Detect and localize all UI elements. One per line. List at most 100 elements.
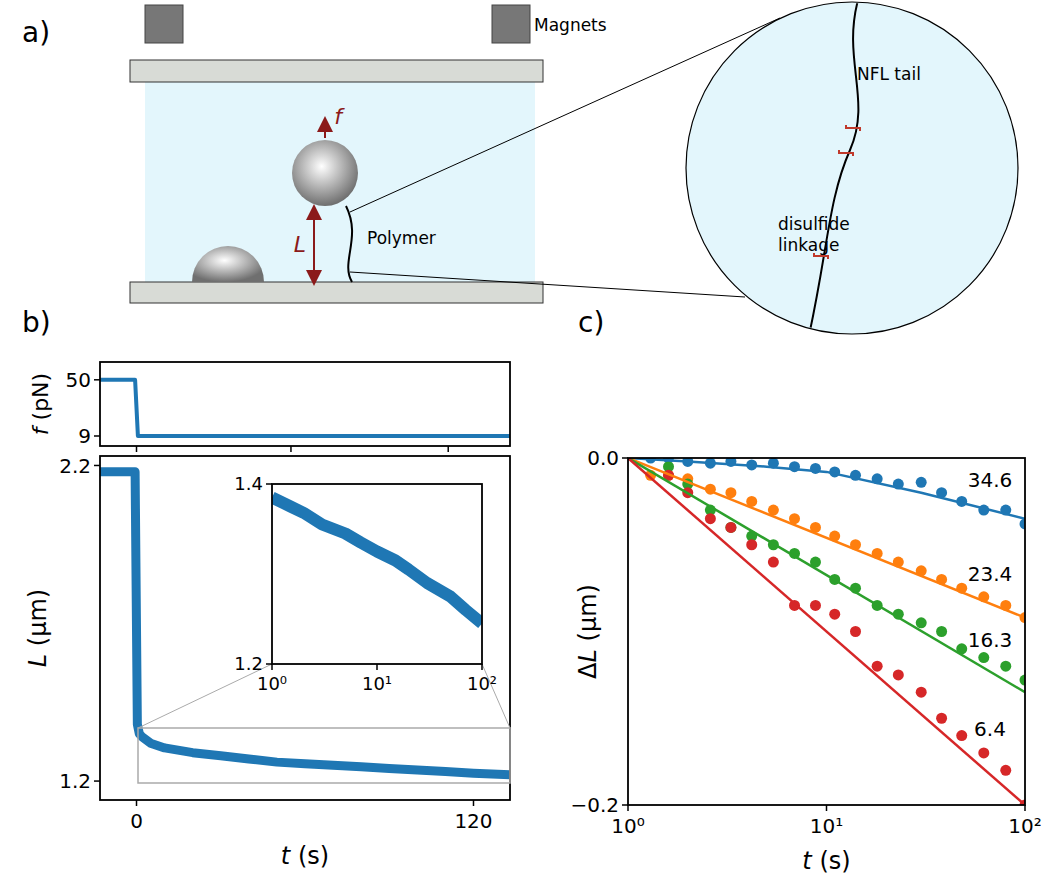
tail-label: NFL tail <box>857 64 921 84</box>
x-tick-label: 120 <box>454 809 492 833</box>
x-tick <box>627 805 629 811</box>
zoom-box <box>138 728 510 783</box>
data-line <box>100 380 510 436</box>
label-part: L <box>24 654 52 667</box>
series-label: 34.6 <box>968 468 1013 492</box>
plot-data <box>100 472 510 775</box>
y-tick-label: −0.2 <box>570 793 619 817</box>
force-label: f <box>334 104 345 129</box>
x-tick <box>136 446 138 452</box>
bottom-slide <box>130 282 543 303</box>
reference-bead <box>192 246 264 282</box>
y-tick-label: 9 <box>78 424 91 448</box>
x-tick <box>136 800 138 806</box>
y-tick-label: 2.2 <box>59 454 91 478</box>
top-slide <box>130 60 543 82</box>
x-tick-label: 0 <box>130 809 143 833</box>
force-arrow <box>324 124 326 138</box>
label-line: disulfide <box>778 214 850 234</box>
magnets-label: Magnets <box>534 15 607 35</box>
data-point <box>978 747 989 758</box>
y-tick <box>94 465 100 467</box>
y-tick-label: 0.0 <box>587 446 619 470</box>
figure: a)b)c)MagnetsfLPolymerNFL taildisulfidel… <box>0 0 1055 886</box>
chart-panel: 10⁰10¹10²1.21.4 <box>234 473 497 694</box>
y-tick <box>266 663 272 665</box>
label-part: (pN) <box>28 373 53 428</box>
data-point <box>850 626 861 637</box>
y-axis-title: ΔL (µm) <box>574 584 602 679</box>
disulfide-mark <box>846 125 860 131</box>
magnet <box>492 5 530 43</box>
y-tick <box>622 804 628 806</box>
data-line <box>100 472 510 775</box>
data-point <box>725 522 736 533</box>
x-tick <box>447 446 449 452</box>
data-line <box>628 458 1025 805</box>
chart-panel: 950f (pN) <box>28 362 510 452</box>
data-point <box>916 477 927 488</box>
data-point <box>936 713 947 724</box>
y-tick <box>94 435 100 437</box>
label-part: Δ <box>574 662 602 679</box>
data-line <box>628 458 1025 618</box>
data-line <box>272 498 482 624</box>
linkage-label: disulfidelinkage <box>778 214 850 255</box>
length-label: L <box>294 232 306 257</box>
panel-letter: c) <box>578 306 604 339</box>
x-tick <box>271 664 273 670</box>
magnet <box>145 5 183 43</box>
x-tick <box>481 664 483 670</box>
label-line: linkage <box>778 235 839 255</box>
x-tick <box>473 800 475 806</box>
plot-frame <box>100 456 510 800</box>
data-line <box>628 458 1025 692</box>
x-tick-label: 10⁰ <box>257 673 287 694</box>
chart-panel: 01201.22.2t (s)L (µm) <box>24 454 510 870</box>
plot-data <box>100 380 510 436</box>
series-label: 6.4 <box>974 717 1006 741</box>
x-axis-title: t (s) <box>281 842 329 870</box>
plot-data <box>628 458 1025 805</box>
y-tick <box>94 379 100 381</box>
length-arrow <box>313 212 315 278</box>
plot-frame <box>272 484 482 664</box>
data-point <box>893 669 904 680</box>
y-tick <box>622 457 628 459</box>
data-point <box>956 730 967 741</box>
x-tick-label: 10⁰ <box>611 814 644 838</box>
plot-data <box>272 498 482 624</box>
plot-frame <box>100 362 510 446</box>
magnetic-bead <box>292 140 358 206</box>
data-point <box>725 522 736 533</box>
label-part: (µm) <box>574 584 602 649</box>
data-point <box>916 687 927 698</box>
diagram: MagnetsfLPolymerNFL taildisulfidelinkage <box>130 0 1018 340</box>
data-point <box>936 626 947 637</box>
x-tick-label: 10¹ <box>810 814 843 838</box>
x-tick-label: 10² <box>467 673 497 694</box>
chart-panel: 10⁰10¹10²−0.20.0t (s)ΔL (µm)34.623.416.3… <box>570 446 1041 875</box>
data-point <box>872 661 883 672</box>
x-tick <box>290 446 292 452</box>
y-tick <box>266 483 272 485</box>
disulfide-mark <box>839 150 853 156</box>
y-tick-label: 1.2 <box>234 653 263 674</box>
label-part: (s) <box>812 847 851 875</box>
zoom-line <box>350 272 745 297</box>
polymer-zoom <box>808 0 858 340</box>
x-tick-label: 10² <box>1008 814 1041 838</box>
plot-background <box>272 484 482 664</box>
series-label: 23.4 <box>968 562 1013 586</box>
data-point <box>810 600 821 611</box>
panel-letter: b) <box>22 306 51 339</box>
x-tick-label: 10¹ <box>362 673 392 694</box>
x-tick <box>1024 805 1026 811</box>
x-tick <box>376 664 378 670</box>
data-point <box>978 652 989 663</box>
data-point <box>1000 765 1011 776</box>
label-part: (s) <box>290 842 329 870</box>
label-part: L <box>574 649 602 662</box>
data-point <box>1000 661 1011 672</box>
y-tick-label: 50 <box>66 368 91 392</box>
